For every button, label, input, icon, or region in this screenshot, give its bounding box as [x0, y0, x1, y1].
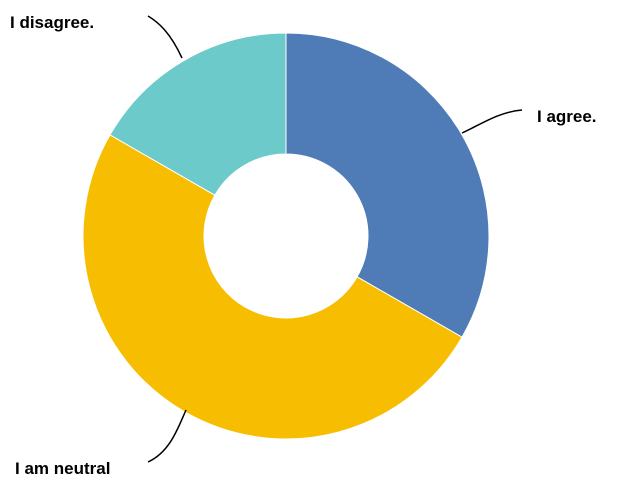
slice-label-neutral: I am neutral — [15, 459, 110, 478]
leader-line-neutral — [147, 409, 187, 463]
slice-disagree — [109, 32, 287, 196]
slice-agree — [285, 32, 490, 338]
slice-label-disagree: I disagree. — [10, 13, 94, 32]
slice-label-agree: I agree. — [537, 107, 597, 126]
leader-line-agree — [461, 109, 523, 134]
leader-line-disagree — [147, 15, 183, 59]
slice-neutral — [82, 134, 463, 440]
slices-group — [82, 32, 490, 440]
